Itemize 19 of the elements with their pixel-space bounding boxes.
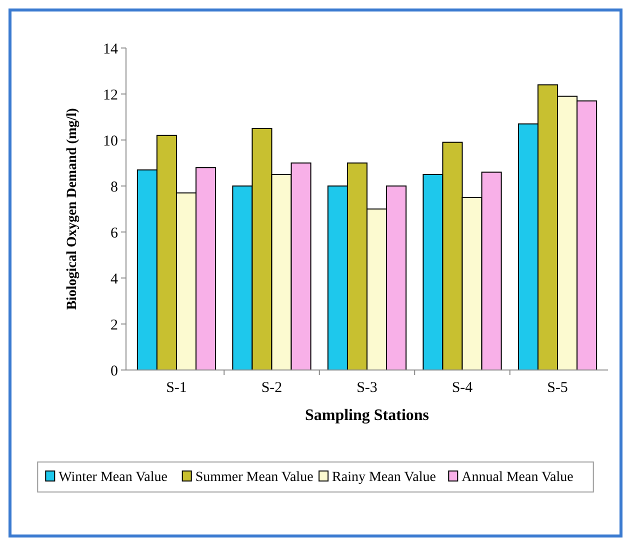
y-tick-label: 4 <box>110 271 118 288</box>
y-tick-label: 10 <box>103 133 118 150</box>
y-axis-title: Biological Oxygen Demand (mg/l) <box>65 108 80 310</box>
legend-label: Rainy Mean Value <box>332 470 436 485</box>
x-tick-label: S-4 <box>452 380 474 396</box>
legend-label: Summer Mean Value <box>195 470 314 485</box>
y-tick-label: 14 <box>103 41 118 58</box>
legend-label: Annual Mean Value <box>462 470 574 485</box>
x-axis-title: Sampling Stations <box>304 407 430 424</box>
legend-label: Winter Mean Value <box>58 470 168 485</box>
x-tick-label: S-1 <box>166 380 187 396</box>
y-tick-label: 6 <box>110 225 118 242</box>
y-tick-label: 2 <box>110 317 118 334</box>
y-tick-label: 0 <box>110 363 118 380</box>
y-tick-label: 8 <box>110 179 118 196</box>
x-tick-label: S-2 <box>261 380 282 396</box>
y-tick-label: 12 <box>103 87 118 104</box>
x-tick-label: S-3 <box>356 380 378 396</box>
x-tick-label: S-5 <box>547 380 568 396</box>
